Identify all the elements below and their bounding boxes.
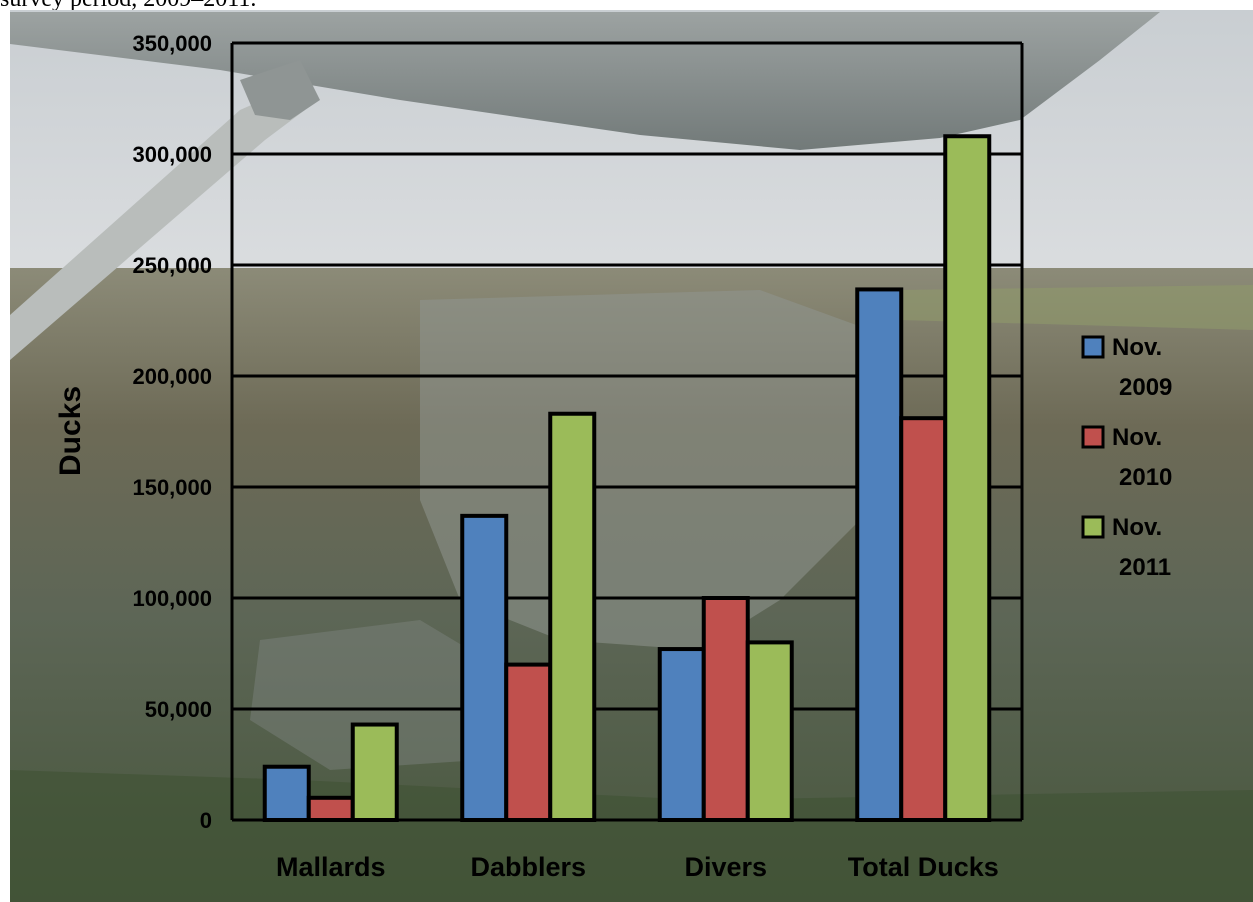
bar-divers-3 <box>745 640 794 823</box>
bar-dabblers-2 <box>504 662 553 822</box>
axes <box>230 43 1024 822</box>
bar-divers-1 <box>657 647 706 822</box>
legend-label: Nov. <box>1112 424 1162 451</box>
y-tick-label: 0 <box>200 808 212 833</box>
y-tick-label: 350,000 <box>132 31 212 56</box>
legend-label: 2011 <box>1119 554 1171 581</box>
x-tick-labels: Mallards Dabblers Divers Total Ducks <box>276 852 999 882</box>
y-tick-label: 200,000 <box>132 364 212 389</box>
legend-label: 2009 <box>1119 374 1172 401</box>
bar-mallards-1 <box>262 764 311 822</box>
y-tick-label: 250,000 <box>132 253 212 278</box>
bar-dabblers-3 <box>548 411 597 822</box>
bar-mallards-2 <box>306 795 355 822</box>
x-tick-label: Mallards <box>276 852 386 882</box>
legend-label: 2010 <box>1119 464 1172 491</box>
x-tick-label: Total Ducks <box>848 852 999 882</box>
bar-mallards-3 <box>350 722 399 822</box>
y-tick-labels: 0 50,000 100,000 150,000 200,000 250,000 300,0… <box>132 31 212 833</box>
y-axis-label: Ducks <box>54 386 87 476</box>
y-tick-label: 50,000 <box>145 697 212 722</box>
y-tick-label: 100,000 <box>132 586 212 611</box>
bar-total-ducks-2 <box>899 416 948 822</box>
legend-label: Nov. <box>1112 334 1162 361</box>
x-tick-label: Divers <box>684 852 767 882</box>
caption-text: survey period, 2009–2011. <box>0 0 256 13</box>
legend-swatch <box>1081 425 1105 449</box>
legend-label: Nov. <box>1112 514 1162 541</box>
legend-swatch <box>1081 335 1105 359</box>
background-photo <box>10 10 1253 902</box>
x-tick-label: Dabblers <box>470 852 586 882</box>
y-tick-label: 150,000 <box>132 475 212 500</box>
y-tick-label: 300,000 <box>132 142 212 167</box>
bar-dabblers-1 <box>460 513 509 822</box>
bars <box>262 134 992 823</box>
legend-swatch <box>1081 515 1105 539</box>
legend: Nov. 2009 Nov. 2010 Nov. 2011 <box>1081 334 1172 581</box>
bar-total-ducks-1 <box>855 287 904 823</box>
bar-divers-2 <box>701 596 750 822</box>
bar-total-ducks-3 <box>943 134 992 823</box>
